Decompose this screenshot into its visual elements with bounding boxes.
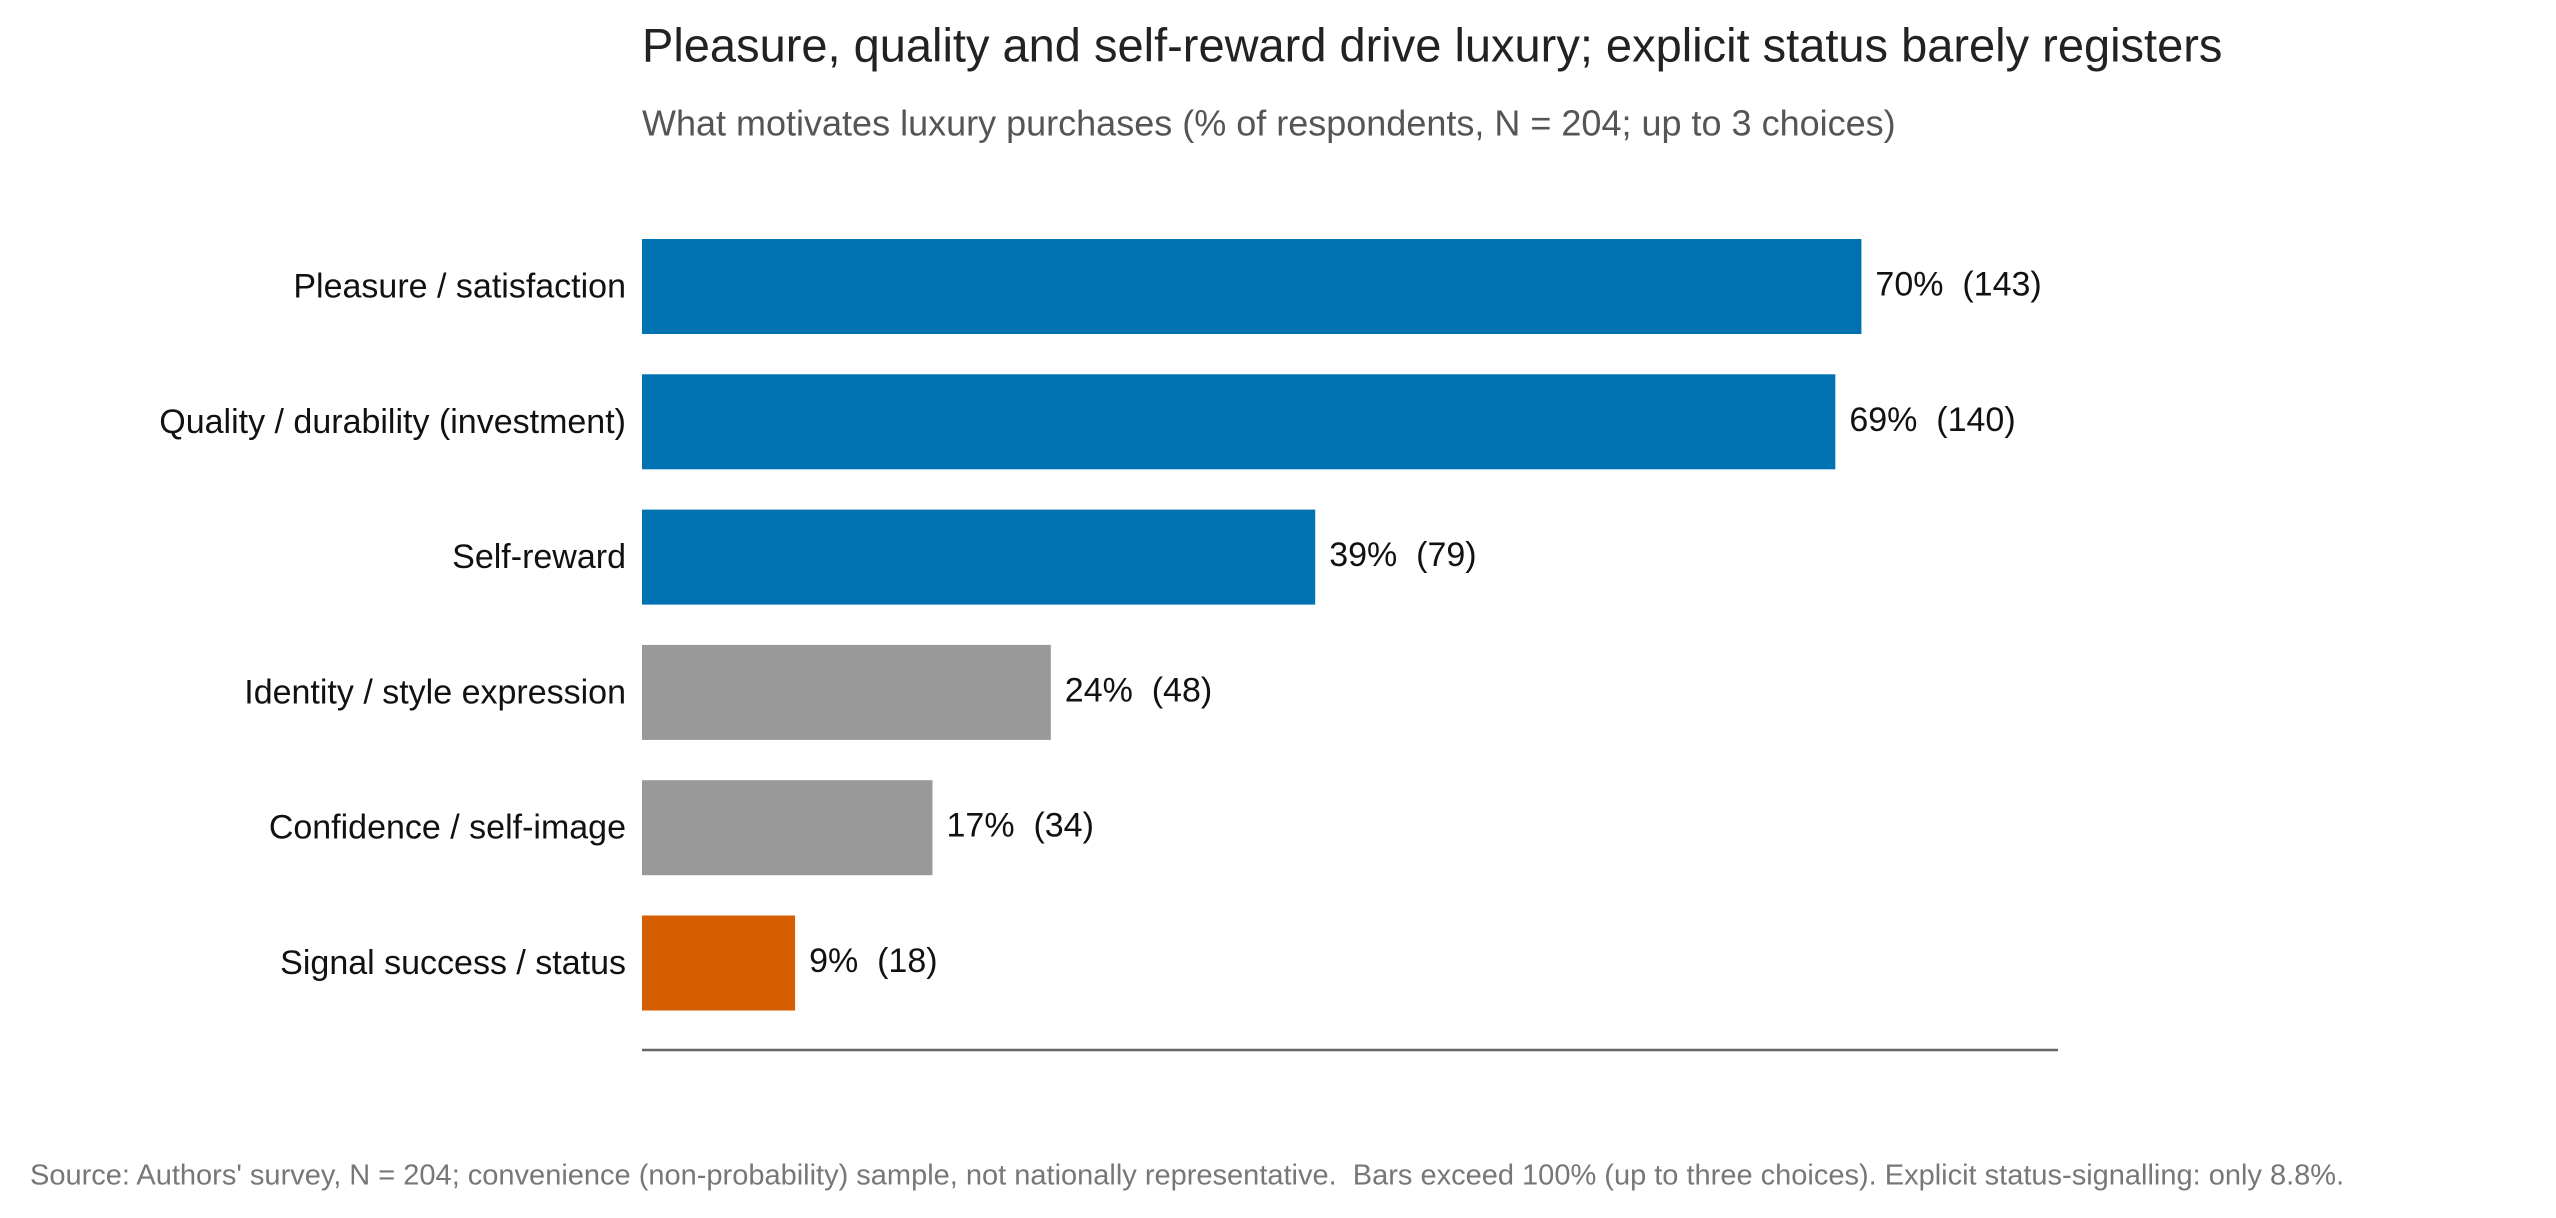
bar bbox=[642, 239, 1862, 334]
bar bbox=[642, 374, 1836, 470]
value-label: 70% (143) bbox=[1875, 265, 2041, 303]
value-label: 39% (79) bbox=[1329, 536, 1476, 574]
category-label: Self-reward bbox=[452, 538, 626, 576]
bar bbox=[642, 644, 1051, 740]
bar bbox=[642, 780, 933, 876]
chart-subtitle: What motivates luxury purchases (% of re… bbox=[642, 103, 1896, 144]
value-label: 69% (140) bbox=[1849, 401, 2015, 439]
category-label: Confidence / self-image bbox=[269, 809, 626, 847]
chart-title: Pleasure, quality and self-reward drive … bbox=[642, 18, 2222, 71]
value-label: 24% (48) bbox=[1065, 671, 1212, 709]
source-note: Source: Authors' survey, N = 204; conven… bbox=[30, 1160, 2344, 1192]
value-label: 17% (34) bbox=[947, 807, 1094, 845]
category-label: Identity / style expression bbox=[244, 673, 626, 711]
bar bbox=[642, 915, 796, 1011]
category-label: Pleasure / satisfaction bbox=[293, 267, 626, 305]
category-label: Signal success / status bbox=[280, 944, 626, 982]
bar bbox=[642, 509, 1316, 605]
value-label: 9% (18) bbox=[809, 942, 938, 980]
category-label: Quality / durability (investment) bbox=[159, 403, 626, 441]
